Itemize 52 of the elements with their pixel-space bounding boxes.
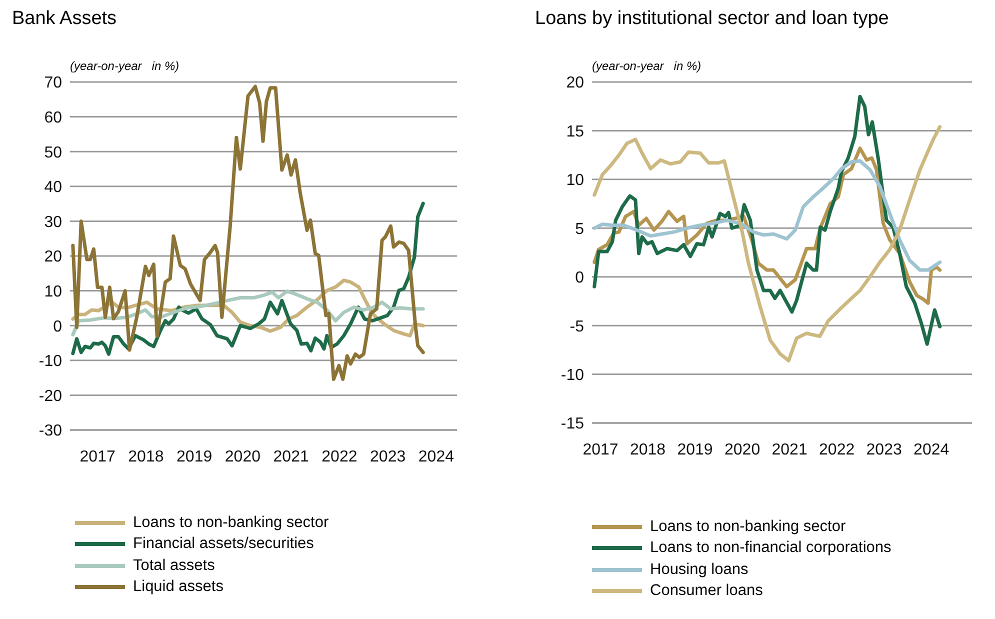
- line-series: [592, 159, 942, 272]
- legend-label: Loans to non-banking sector: [133, 514, 329, 532]
- y-tick-label: 0: [575, 270, 584, 287]
- y-tick-label: 30: [44, 214, 62, 231]
- x-tick-label: 2024: [418, 448, 454, 466]
- y-tick-label: 5: [575, 220, 584, 238]
- y-tick-label: 20: [44, 248, 62, 266]
- line-series: [592, 94, 942, 346]
- y-tick-label: 60: [44, 109, 62, 126]
- y-tick-label: -30: [38, 422, 62, 440]
- y-tick-label: 40: [44, 179, 62, 196]
- x-tick-label: 2024: [914, 441, 950, 458]
- x-tick-label: 2023: [370, 448, 406, 466]
- y-tick-label: 10: [44, 283, 62, 300]
- line-series: [71, 84, 425, 381]
- x-tick-label: 2017: [80, 448, 116, 466]
- x-tick-label: 2021: [772, 441, 808, 458]
- legend-label: Liquid assets: [133, 578, 224, 596]
- y-axis-title: (year-on-year in %): [592, 59, 702, 73]
- x-tick-label: 2019: [176, 448, 212, 466]
- y-tick-label: -10: [38, 353, 62, 370]
- y-tick-label: 0: [53, 318, 62, 336]
- x-tick-label: 2017: [582, 441, 618, 458]
- legend-label: Loans to non-banking sector: [650, 518, 846, 536]
- legend-label: Total assets: [133, 556, 215, 575]
- y-tick-label: 10: [566, 172, 584, 190]
- x-tick-label: 2021: [273, 448, 309, 466]
- y-tick-label: -10: [560, 366, 584, 384]
- x-tick-label: 2023: [866, 441, 902, 458]
- line-series: [592, 125, 942, 362]
- x-tick-label: 2022: [322, 448, 358, 466]
- legend-label: Housing loans: [650, 560, 748, 579]
- y-axis-title: (year-on-year in %): [70, 59, 180, 73]
- x-tick-label: 2020: [224, 448, 261, 466]
- y-tick-label: -20: [38, 388, 62, 405]
- x-tick-label: 2022: [819, 441, 855, 458]
- legend-label: Loans to non-financial corporations: [650, 539, 892, 558]
- chart-title: Bank Assets: [12, 8, 117, 30]
- legend-label: Consumer loans: [650, 582, 763, 600]
- chart-title: Loans by institutional sector and loan type: [535, 8, 889, 30]
- y-tick-label: -5: [570, 318, 584, 336]
- x-tick-label: 2018: [630, 441, 666, 458]
- y-tick-label: -15: [560, 416, 584, 433]
- x-tick-label: 2020: [724, 441, 760, 458]
- x-tick-label: 2019: [677, 441, 713, 458]
- y-tick-label: 70: [44, 74, 62, 92]
- x-tick-label: 2018: [128, 448, 164, 466]
- y-tick-label: 15: [566, 123, 584, 140]
- y-tick-label: 50: [44, 144, 62, 162]
- y-tick-label: 20: [566, 74, 584, 92]
- line-series: [71, 202, 425, 356]
- legend-label: Financial assets/securities: [133, 535, 314, 554]
